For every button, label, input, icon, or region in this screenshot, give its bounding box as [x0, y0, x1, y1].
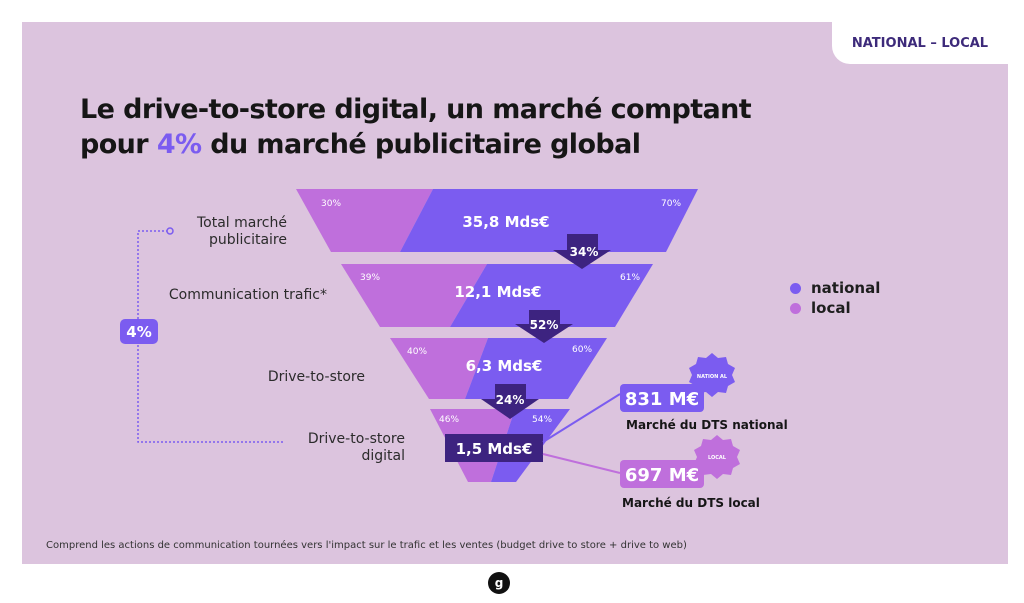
- connector-national: [542, 393, 621, 443]
- conversion-3-pct: 24%: [496, 393, 525, 407]
- stage-3-national-segment: [465, 338, 607, 399]
- stage-2-national-segment: [450, 264, 653, 327]
- stage-3-local-segment: [390, 338, 488, 399]
- local-value: 697 M€: [625, 465, 699, 486]
- stage-label-dts: Drive-to-store: [267, 369, 365, 385]
- stage-4-value-box: [445, 434, 543, 462]
- stage-label-total: Total marché publicitaire: [197, 215, 287, 248]
- legend-label-national: national: [811, 279, 881, 297]
- stage-label-dts-digital: Drive-to-store digital: [307, 431, 405, 464]
- bracket-badge: [120, 319, 158, 344]
- bracket-value: 4%: [126, 323, 151, 341]
- stage-4-national-pct: 54%: [532, 415, 552, 425]
- local-badge-text: LOCAL: [708, 455, 727, 461]
- local-value-box: [620, 460, 704, 488]
- conversion-2-pct: 52%: [530, 318, 559, 332]
- bracket-line: [137, 230, 284, 443]
- conversion-1-pct: 34%: [570, 245, 599, 259]
- legend-item-local: local: [790, 298, 880, 318]
- conversion-arrow-1: [553, 234, 611, 269]
- stage-1-value: 35,8 Mds€: [462, 213, 549, 231]
- local-caption: Marché du DTS local: [622, 496, 760, 510]
- logo: g: [488, 572, 510, 594]
- title-highlight: 4%: [156, 129, 202, 160]
- stage-label-trafic: Communication trafic*: [168, 287, 327, 303]
- legend-label-local: local: [811, 299, 851, 317]
- national-value-box: [620, 384, 704, 412]
- legend-dot-local: [790, 302, 801, 314]
- title-line-2-prefix: pour: [80, 129, 157, 160]
- category-tag: NATIONAL – LOCAL: [832, 22, 1008, 64]
- stage-1-local-pct: 30%: [321, 199, 341, 209]
- national-caption: Marché du DTS national: [626, 418, 788, 432]
- footnote: Comprend les actions de communication to…: [46, 540, 687, 551]
- stage-4-local-pct: 46%: [439, 415, 459, 425]
- stage-3-national-pct: 60%: [572, 345, 592, 355]
- conversion-arrow-3: [481, 384, 539, 419]
- funnel-diagram: 4% 30% 70% 35,8 Mds€ 39% 61% 12,1 Mds€ 4…: [120, 189, 788, 510]
- local-badge-icon: [694, 435, 740, 479]
- legend-dot-national: [790, 282, 801, 294]
- stage-2-national-pct: 61%: [620, 273, 640, 283]
- connector-local: [542, 453, 621, 474]
- stage-3-local-pct: 40%: [407, 347, 427, 357]
- slide: NATIONAL – LOCAL Le drive-to-store digit…: [22, 22, 1008, 564]
- national-badge-icon: [689, 353, 735, 397]
- stage-4-value: 1,5 Mds€: [456, 440, 533, 458]
- stage-1-national-pct: 70%: [661, 199, 681, 209]
- title-line-1: Le drive-to-store digital, un marché com…: [80, 94, 752, 125]
- conversion-arrow-2: [515, 310, 573, 343]
- legend-item-national: national: [790, 278, 880, 298]
- stage-1-national-segment: [400, 189, 698, 252]
- national-value: 831 M€: [625, 389, 699, 410]
- bracket-dot: [166, 227, 174, 235]
- title-line-2-suffix: du marché publicitaire global: [201, 129, 641, 160]
- stage-2-local-pct: 39%: [360, 273, 380, 283]
- national-badge-text: NATION AL: [697, 374, 728, 380]
- stage-2-value: 12,1 Mds€: [454, 283, 541, 301]
- legend: national local: [790, 278, 880, 318]
- stage-3-value: 6,3 Mds€: [466, 357, 543, 375]
- stage-2-local-segment: [341, 264, 487, 327]
- page-title: Le drive-to-store digital, un marché com…: [80, 92, 860, 162]
- stage-1-local-segment: [296, 189, 433, 252]
